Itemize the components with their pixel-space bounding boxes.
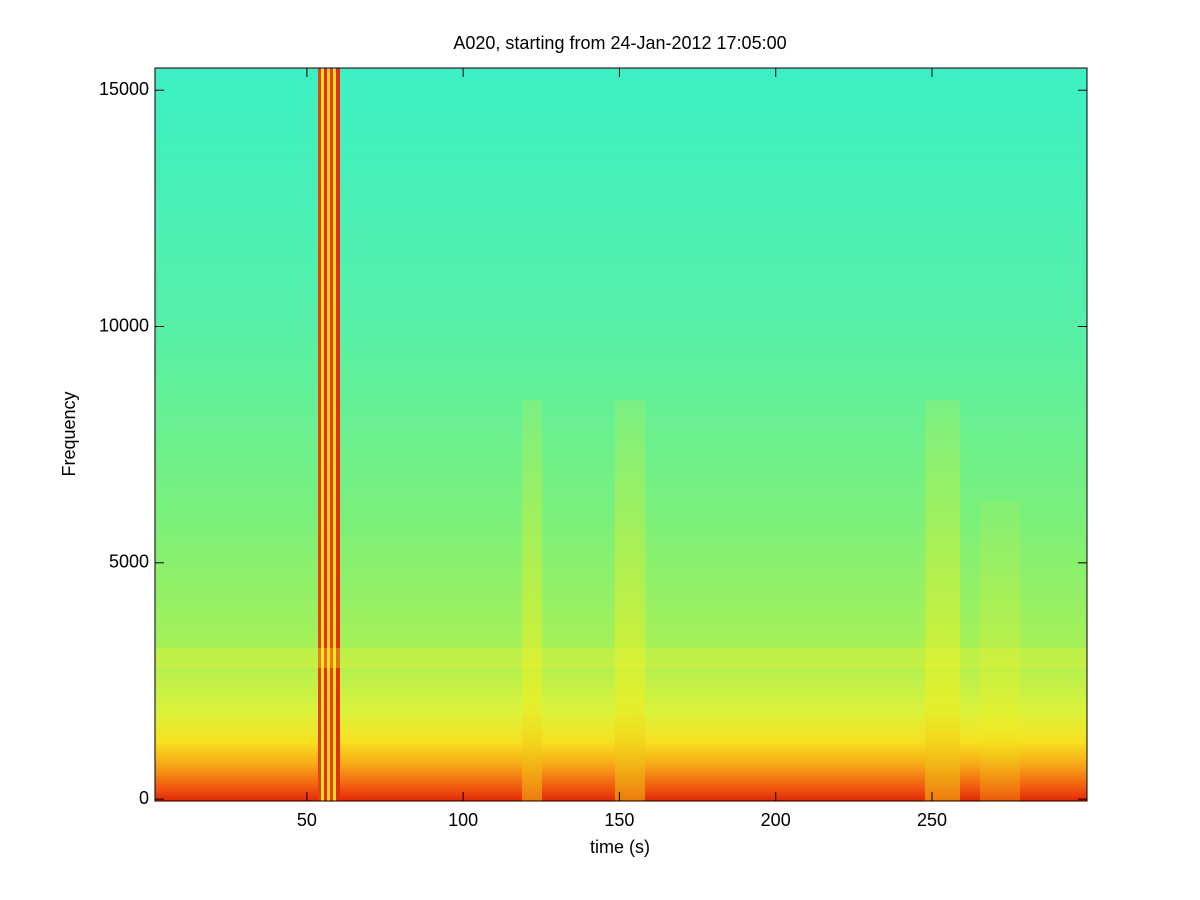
x-tick-label: 100 [448,810,478,830]
x-tick-label: 150 [604,810,634,830]
y-tick-label: 15000 [99,79,149,99]
x-tick-label: 200 [761,810,791,830]
y-tick-label: 5000 [109,552,149,572]
y-tick-label: 10000 [99,315,149,335]
plot-frame [154,67,1088,802]
y-tick-label: 0 [139,788,149,808]
chart-title: A020, starting from 24-Jan-2012 17:05:00 [453,33,786,53]
spectrogram-image [155,68,1087,801]
y-axis-label: Frequency [59,391,79,476]
x-tick-label: 50 [297,810,317,830]
x-tick-label: 250 [917,810,947,830]
x-axis-label: time (s) [590,837,650,857]
